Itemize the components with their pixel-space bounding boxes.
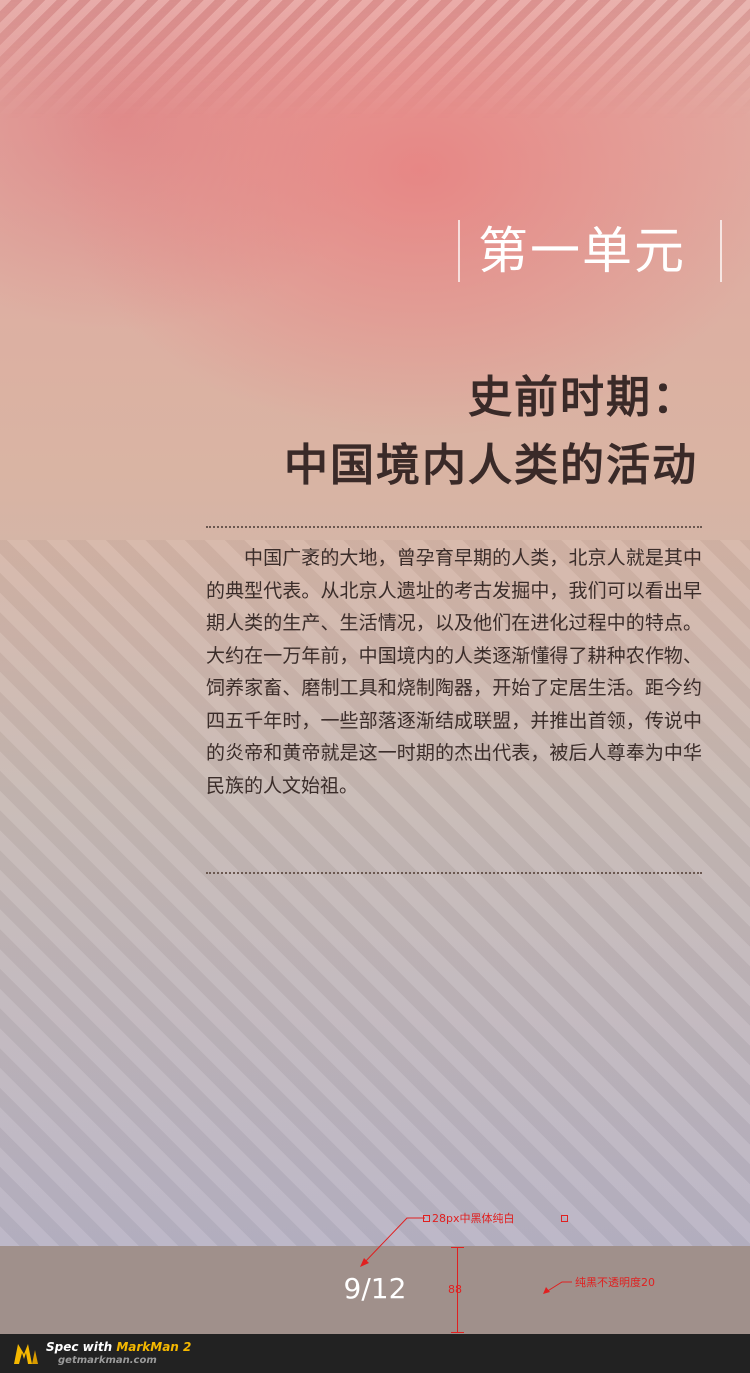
bottom-dotted-divider [206, 872, 702, 874]
font-annotation-leader-line [360, 1217, 425, 1267]
bg-annotation: 纯黑不透明度20 [575, 1276, 655, 1289]
diagonal-stripes-decoration [0, 0, 750, 120]
unit-title-left-rule [458, 220, 460, 282]
markman-logo-icon [14, 1344, 38, 1364]
spec-prefix: Spec with [46, 1340, 117, 1354]
top-dotted-divider [206, 526, 702, 528]
textbook-page: 第一单元 史前时期： 中国境内人类的活动 中国广袤的大地，曾孕育早期的人类，北京… [0, 0, 750, 1246]
chevron-pattern-decoration [0, 540, 750, 1246]
lesson-title-line2: 中国境内人类的活动 [284, 440, 698, 491]
intro-paragraph: 中国广袤的大地，曾孕育早期的人类，北京人就是其中的典型代表。从北京人遗址的考古发… [206, 547, 702, 797]
unit-title-right-rule [720, 220, 722, 282]
height-dimension-cap-top [451, 1247, 464, 1248]
markman-footer: Spec with MarkMan 2 getmarkman.com [0, 1334, 750, 1373]
unit-title: 第一单元 [478, 222, 686, 280]
bg-annotation-leader-line [543, 1281, 572, 1294]
markman-site: getmarkman.com [58, 1355, 157, 1366]
annotation-anchor-end [561, 1215, 568, 1222]
height-dimension-cap-bottom [451, 1332, 464, 1333]
height-dimension-line [457, 1247, 458, 1333]
lesson-title-line1: 史前时期： [468, 372, 698, 423]
page-indicator: 9/12 [343, 1272, 407, 1305]
spec-brand: MarkMan 2 [116, 1340, 192, 1354]
font-annotation: 28px中黑体纯白 [432, 1212, 515, 1225]
height-annotation: 88 [448, 1283, 462, 1296]
markman-spec-label: Spec with MarkMan 2 [46, 1339, 191, 1355]
pager-bar [0, 1246, 750, 1334]
lesson-title: 史前时期： 中国境内人类的活动 [284, 364, 698, 500]
